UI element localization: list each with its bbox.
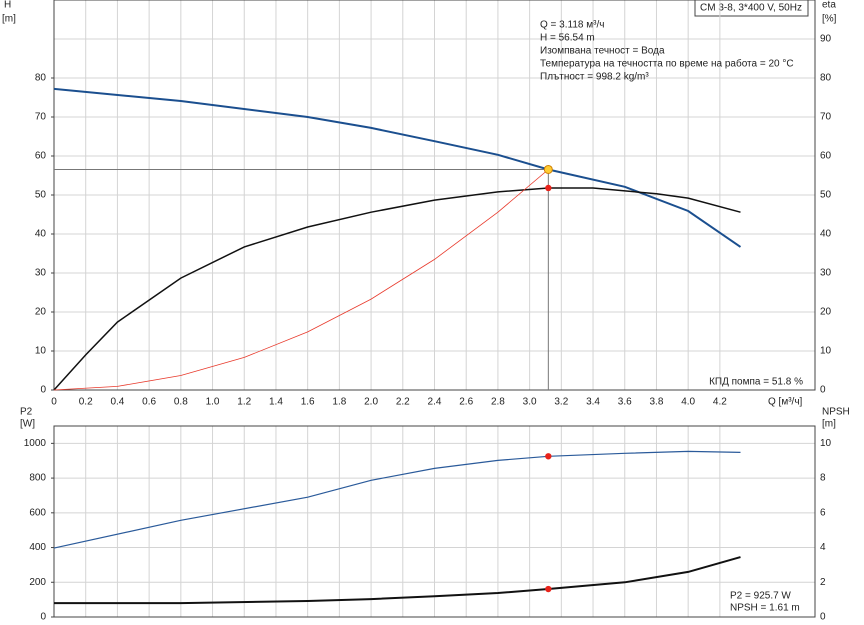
curve bbox=[53, 187, 741, 391]
x-tick-label: 1.4 bbox=[269, 397, 283, 408]
x-tick-label: 2.6 bbox=[459, 397, 473, 408]
operating-point bbox=[545, 184, 552, 192]
x-tick-label: 4.0 bbox=[681, 397, 695, 408]
x-tick-label: 0.2 bbox=[79, 397, 93, 408]
x-tick-label: 0 bbox=[51, 397, 57, 408]
annotation: Q = 3.118 м³/ч bbox=[540, 20, 604, 31]
y2-axis-unit: [%] bbox=[822, 14, 837, 25]
y-axis-label: H bbox=[4, 0, 11, 11]
y-tick-label: 800 bbox=[29, 473, 46, 484]
x-tick-label: 1.2 bbox=[237, 397, 251, 408]
operating-point bbox=[545, 453, 552, 460]
y2-tick-label: 70 bbox=[820, 112, 832, 123]
y-tick-label: 50 bbox=[35, 190, 47, 201]
y2-tick-label: 50 bbox=[820, 190, 832, 201]
plot-frame bbox=[53, 0, 816, 391]
y-tick-label: 80 bbox=[35, 73, 47, 84]
y-axis-label: P2 bbox=[20, 407, 33, 418]
y-tick-label: 70 bbox=[35, 112, 47, 123]
y-tick-label: 10 bbox=[35, 346, 47, 357]
y-tick-label: 600 bbox=[29, 507, 46, 518]
y-tick-label: 400 bbox=[29, 542, 46, 553]
y2-tick-label: 0 bbox=[820, 612, 826, 623]
y2-axis-unit: [m] bbox=[822, 419, 836, 430]
x-tick-label: 3.8 bbox=[650, 397, 664, 408]
y2-tick-label: 20 bbox=[820, 307, 832, 318]
y2-tick-label: 0 bbox=[820, 385, 826, 396]
x-tick-label: 2.2 bbox=[396, 397, 410, 408]
x-axis-label: Q [м³/ч] bbox=[768, 397, 803, 408]
x-tick-label: 1.0 bbox=[206, 397, 220, 408]
x-tick-label: 3.4 bbox=[586, 397, 600, 408]
x-tick-label: 0.4 bbox=[110, 397, 124, 408]
x-tick-label: 0.6 bbox=[142, 397, 156, 408]
y-tick-label: 60 bbox=[35, 151, 47, 162]
y-tick-label: 30 bbox=[35, 268, 47, 279]
curve bbox=[54, 556, 741, 605]
operating-point bbox=[543, 164, 553, 174]
y2-tick-label: 6 bbox=[820, 507, 826, 518]
plot-frame bbox=[53, 425, 816, 618]
x-tick-label: 2.8 bbox=[491, 397, 505, 408]
curve bbox=[53, 169, 549, 391]
y2-tick-label: 10 bbox=[820, 346, 832, 357]
y2-axis-label: NPSH bbox=[822, 407, 850, 418]
y-tick-label: 0 bbox=[40, 385, 46, 396]
x-tick-label: 1.8 bbox=[332, 397, 346, 408]
y-axis-unit: [m] bbox=[2, 14, 16, 25]
y2-tick-label: 30 bbox=[820, 268, 832, 279]
y2-axis-label: eta bbox=[822, 0, 836, 11]
x-tick-label: 4.2 bbox=[713, 397, 727, 408]
x-tick-label: 3.6 bbox=[618, 397, 632, 408]
x-tick-label: 2.4 bbox=[428, 397, 442, 408]
y2-tick-label: 60 bbox=[820, 151, 832, 162]
annotation: Плътност = 998.2 kg/m³ bbox=[540, 72, 649, 83]
y2-tick-label: 2 bbox=[820, 577, 826, 588]
annotation: Изомпвана течност = Вода bbox=[540, 46, 665, 57]
annotation: NPSH = 1.61 m bbox=[730, 603, 800, 614]
annotation: Температура на течността по време на раб… bbox=[540, 58, 794, 70]
y2-tick-label: 8 bbox=[820, 473, 826, 484]
y-tick-label: 40 bbox=[35, 229, 47, 240]
curve bbox=[53, 450, 741, 549]
annotation: H = 56.54 m bbox=[540, 33, 595, 44]
y-tick-label: 200 bbox=[29, 577, 46, 588]
x-tick-label: 0.8 bbox=[174, 397, 188, 408]
y2-tick-label: 80 bbox=[820, 73, 832, 84]
y2-tick-label: 10 bbox=[820, 438, 832, 449]
x-tick-label: 3.0 bbox=[523, 397, 537, 408]
y2-tick-label: 90 bbox=[820, 34, 832, 45]
curve bbox=[53, 87, 742, 248]
y-tick-label: 1000 bbox=[24, 438, 47, 449]
x-tick-label: 3.2 bbox=[554, 397, 568, 408]
y2-tick-label: 40 bbox=[820, 229, 832, 240]
chart-title: CM 3-8, 3*400 V, 50Hz bbox=[700, 3, 802, 14]
efficiency-label: КПД помпа = 51.8 % bbox=[709, 377, 803, 388]
x-tick-label: 2.0 bbox=[364, 397, 378, 408]
y-tick-label: 20 bbox=[35, 307, 47, 318]
title-box bbox=[694, 0, 809, 17]
y-tick-label: 0 bbox=[40, 612, 46, 623]
operating-point bbox=[545, 585, 552, 593]
y-axis-unit: [W] bbox=[20, 419, 35, 430]
y2-tick-label: 4 bbox=[820, 542, 826, 553]
annotation: P2 = 925.7 W bbox=[730, 591, 791, 602]
x-tick-label: 1.6 bbox=[301, 397, 315, 408]
